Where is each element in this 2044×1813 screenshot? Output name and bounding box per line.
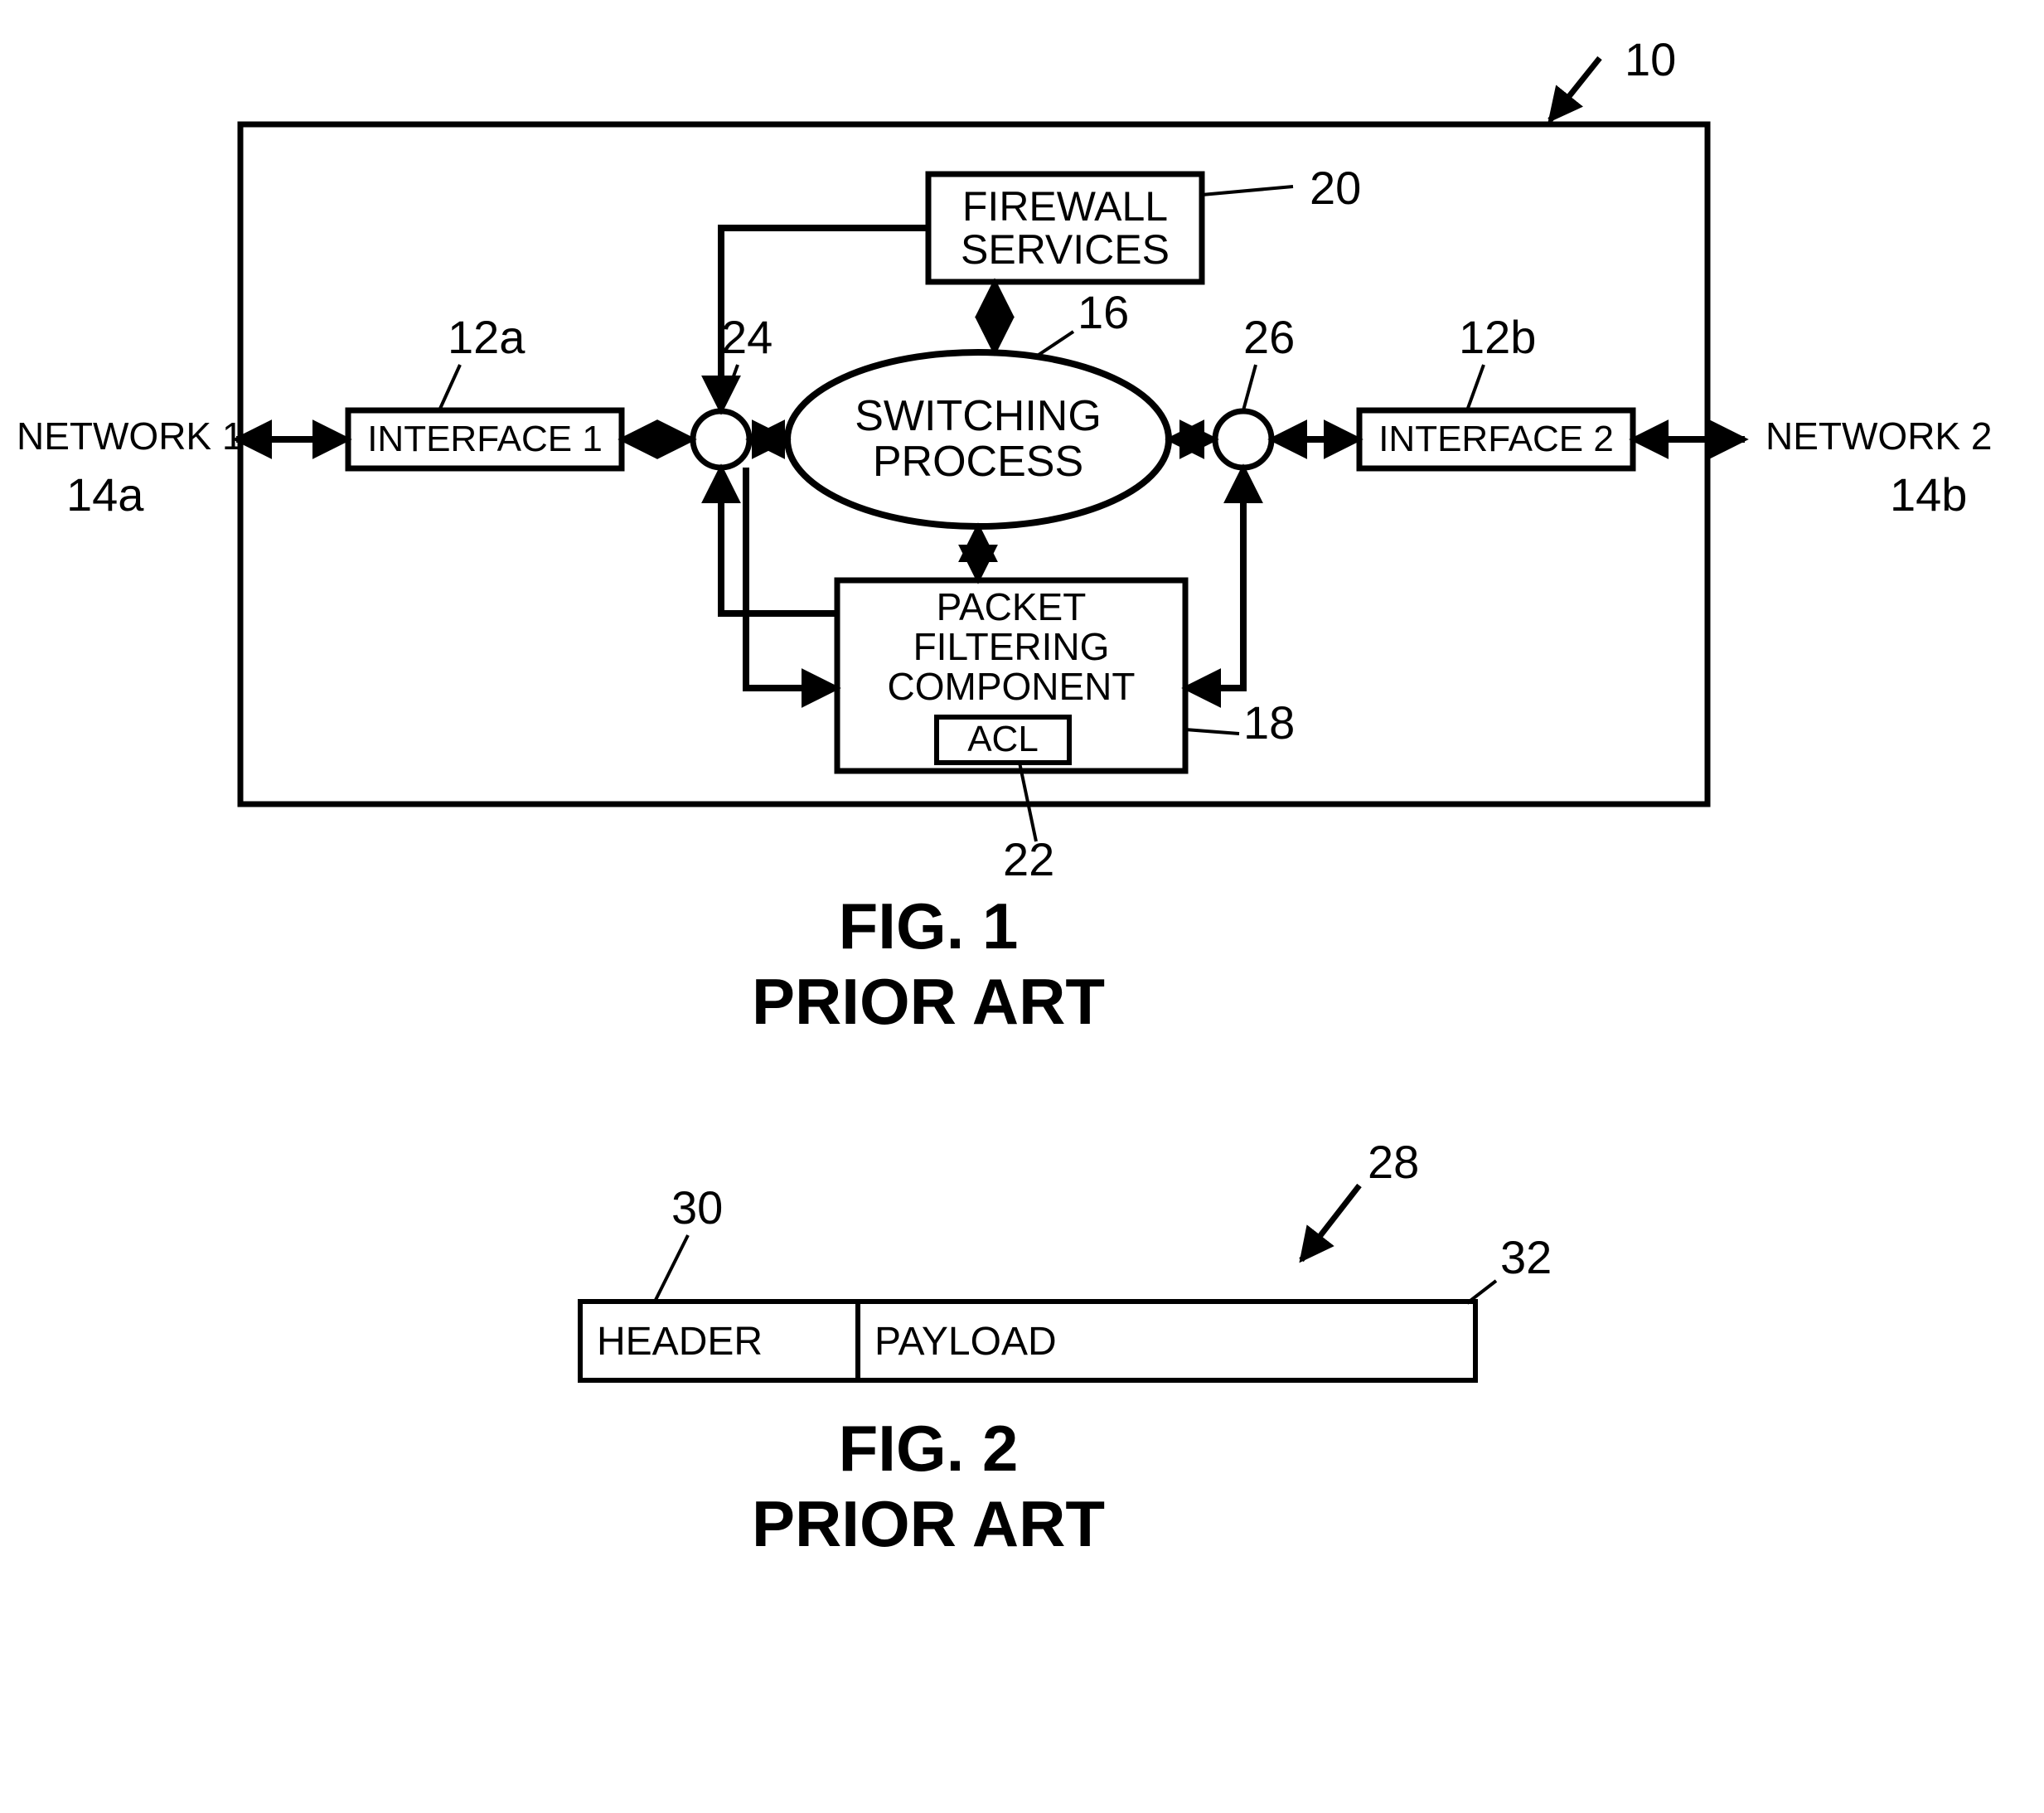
ref-12a: 12a [448, 310, 525, 364]
payload-cell-text: PAYLOAD [874, 1321, 1057, 1363]
fig1-title: FIG. 1 PRIOR ART [638, 889, 1218, 1040]
network-1-label: NETWORK 1 [17, 414, 243, 458]
fig2-title: FIG. 2 PRIOR ART [638, 1411, 1218, 1562]
interface-2-text: INTERFACE 2 [1359, 420, 1633, 458]
ref-10: 10 [1625, 32, 1676, 86]
ref-22: 22 [1003, 832, 1054, 886]
network-2-label: NETWORK 2 [1765, 414, 1992, 458]
ref-18: 18 [1243, 696, 1295, 749]
header-cell-text: HEADER [597, 1321, 763, 1363]
ref-16: 16 [1078, 285, 1129, 339]
firewall-services-text: FIREWALL SERVICES [928, 185, 1202, 272]
switching-process-text: SWITCHING PROCESS [787, 394, 1169, 484]
ref-20: 20 [1310, 161, 1361, 215]
acl-text: ACL [937, 720, 1069, 759]
page: 10 NETWORK 1 14a NETWORK 2 14b 20 16 18 … [0, 0, 2044, 1813]
ref-28: 28 [1368, 1135, 1419, 1189]
ref-12b: 12b [1459, 310, 1536, 364]
ref-24: 24 [721, 310, 773, 364]
ref-14b: 14b [1890, 468, 1967, 521]
packet-filtering-component-text: PACKET FILTERING COMPONENT [837, 587, 1185, 707]
ref-26: 26 [1243, 310, 1295, 364]
interface-1-text: INTERFACE 1 [348, 420, 622, 458]
ref-14a: 14a [66, 468, 143, 521]
ref-32: 32 [1500, 1230, 1552, 1284]
ref-30: 30 [671, 1180, 723, 1234]
